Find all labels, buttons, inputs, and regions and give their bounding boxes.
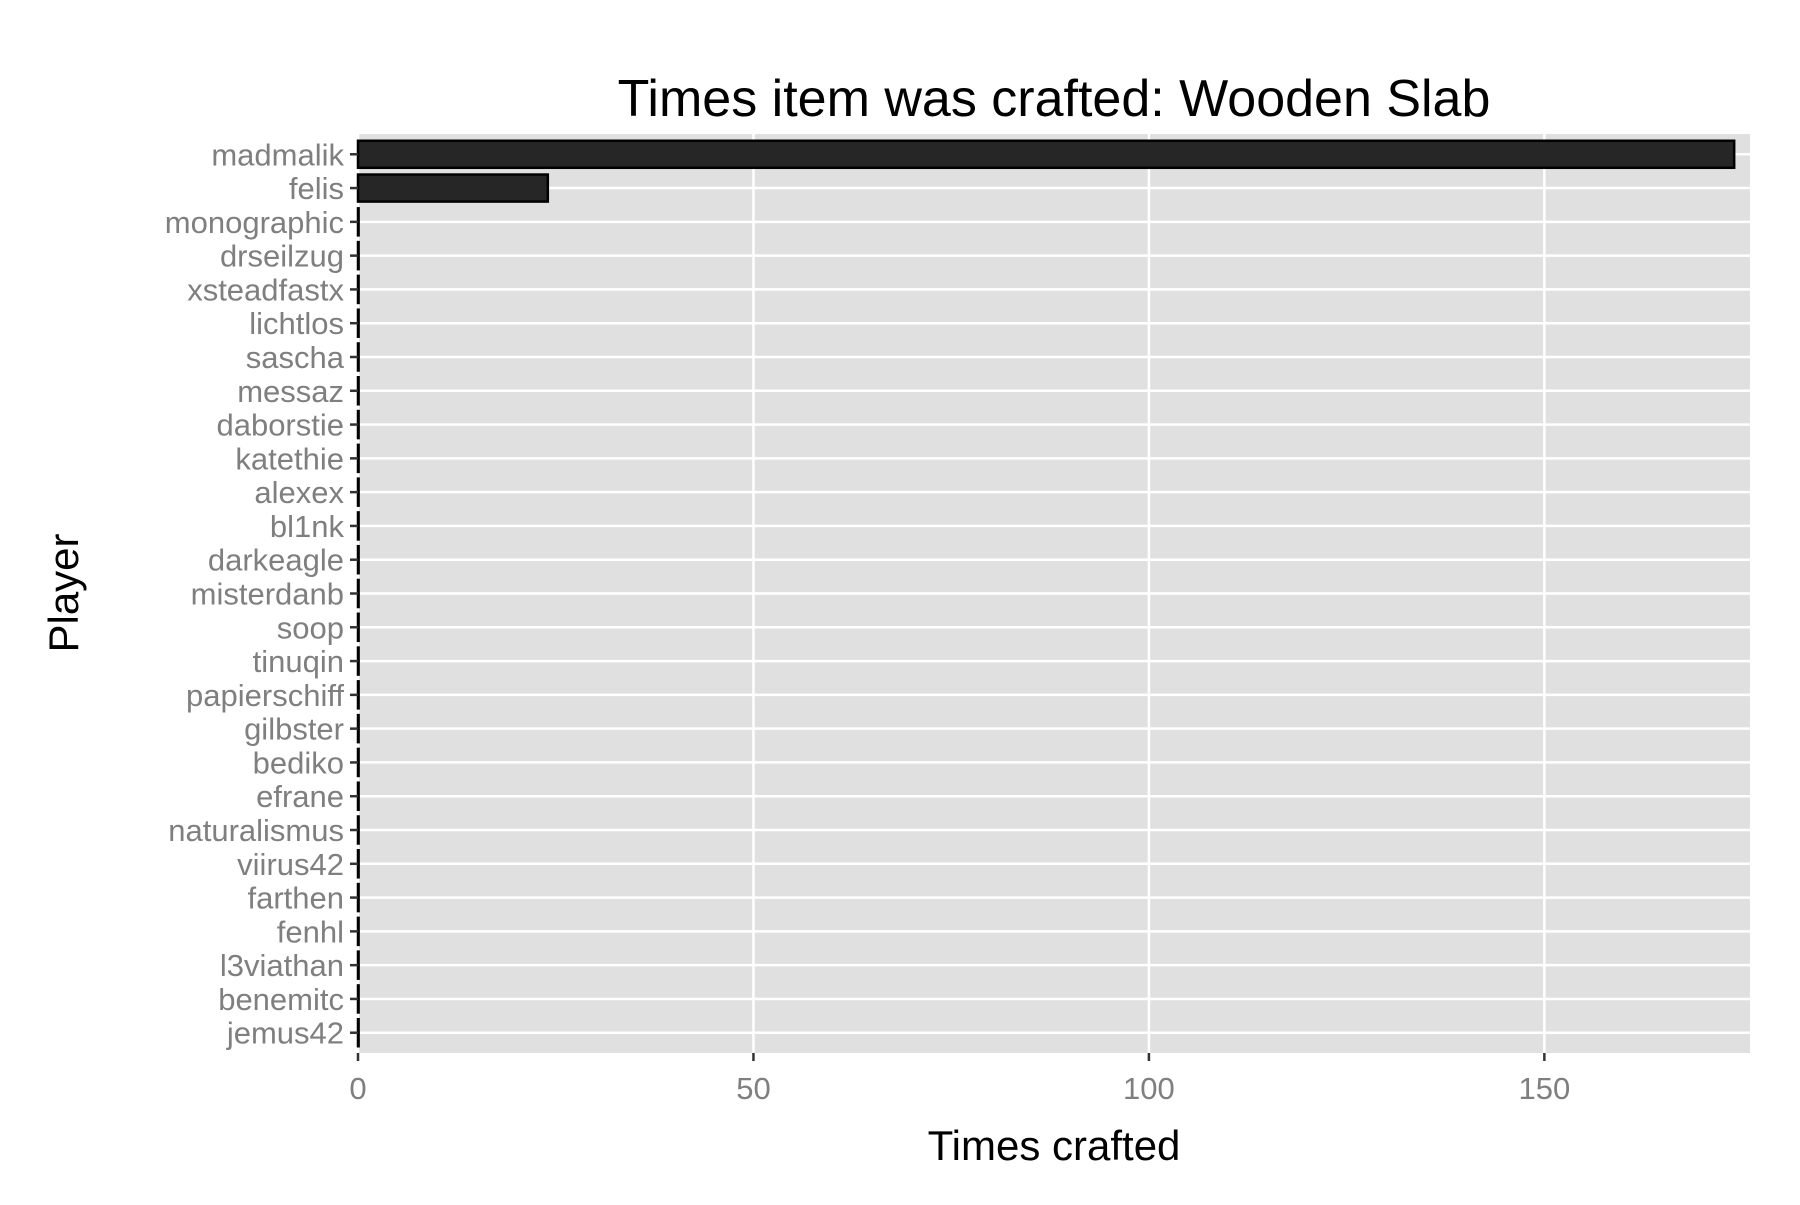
x-tick-label: 100 bbox=[1123, 1071, 1175, 1106]
x-tick-label: 150 bbox=[1518, 1071, 1570, 1106]
bar-efrane bbox=[356, 781, 360, 811]
x-tick-label: 0 bbox=[349, 1071, 366, 1106]
y-tick-label: farthen bbox=[247, 881, 344, 916]
x-tick-label: 50 bbox=[736, 1071, 770, 1106]
y-tick-label: bl1nk bbox=[270, 509, 345, 544]
bar-lichtlos bbox=[356, 308, 360, 338]
bar-soop bbox=[356, 612, 360, 643]
y-tick-label: viirus42 bbox=[237, 847, 344, 882]
y-tick-label: daborstie bbox=[216, 408, 344, 443]
y-tick-label: darkeagle bbox=[208, 543, 344, 578]
y-tick-label: xsteadfastx bbox=[187, 272, 344, 307]
y-axis-title: Player bbox=[40, 533, 87, 652]
bar-misterdanb bbox=[356, 578, 360, 609]
bar-bl1nk bbox=[356, 511, 360, 541]
y-tick-label: fenhl bbox=[277, 914, 344, 949]
x-axis-title: Times crafted bbox=[928, 1122, 1181, 1169]
y-tick-label: efrane bbox=[256, 779, 344, 814]
y-tick-label: l3viathan bbox=[220, 948, 344, 983]
bar-gilbster bbox=[356, 713, 360, 744]
y-tick-label: misterdanb bbox=[191, 577, 344, 612]
y-tick-label: bediko bbox=[253, 745, 344, 780]
x-axis-tick-labels: 0 50 100 150 bbox=[349, 1071, 1570, 1106]
y-tick-label: naturalismus bbox=[168, 813, 344, 848]
bar-messaz bbox=[356, 376, 360, 406]
bars bbox=[356, 139, 1736, 1048]
bar-tinuqin bbox=[356, 646, 360, 676]
y-tick-label: alexex bbox=[254, 475, 344, 510]
x-axis-ticks bbox=[356, 1053, 1546, 1061]
y-tick-label: drseilzug bbox=[220, 239, 344, 274]
bar-benemitc bbox=[356, 984, 360, 1014]
y-tick-label: sascha bbox=[246, 340, 345, 375]
y-tick-label: tinuqin bbox=[253, 644, 344, 679]
y-tick-label: katethie bbox=[235, 441, 344, 476]
y-tick-label: jemus42 bbox=[226, 1016, 344, 1051]
bar-monographic bbox=[356, 207, 360, 237]
y-gridlines bbox=[358, 153, 1750, 1034]
y-axis-tick-labels: madmalikfelismonographicdrseilzugxsteadf… bbox=[165, 137, 345, 1050]
bar-daborstie bbox=[356, 409, 360, 440]
bar-farthen bbox=[356, 882, 360, 913]
y-tick-label: felis bbox=[289, 171, 344, 206]
bar-viirus42 bbox=[356, 849, 360, 879]
y-tick-label: gilbster bbox=[244, 712, 344, 747]
y-tick-label: soop bbox=[277, 610, 344, 645]
bar-l3viathan bbox=[356, 950, 360, 980]
bar-sascha bbox=[356, 342, 360, 372]
bar-bediko bbox=[356, 747, 360, 778]
bar-katethie bbox=[356, 443, 360, 474]
bar-xsteadfastx bbox=[356, 274, 360, 305]
bar-fenhl bbox=[356, 916, 360, 947]
y-tick-label: monographic bbox=[165, 205, 344, 240]
bar-madmalik bbox=[356, 139, 1736, 170]
bar-alexex bbox=[356, 477, 360, 507]
bar-darkeagle bbox=[356, 544, 360, 575]
y-tick-label: madmalik bbox=[211, 137, 344, 172]
y-tick-label: messaz bbox=[237, 374, 344, 409]
chart-title: Times item was crafted: Wooden Slab bbox=[618, 70, 1491, 128]
bar-naturalismus bbox=[356, 815, 360, 845]
bar-jemus42 bbox=[356, 1017, 360, 1048]
bar-felis bbox=[356, 173, 550, 203]
y-tick-label: benemitc bbox=[218, 982, 344, 1017]
y-tick-label: lichtlos bbox=[249, 306, 344, 341]
bar-drseilzug bbox=[356, 240, 360, 271]
y-axis-ticks bbox=[350, 153, 358, 1034]
y-tick-label: papierschiff bbox=[186, 678, 344, 713]
bar-papierschiff bbox=[356, 680, 360, 710]
